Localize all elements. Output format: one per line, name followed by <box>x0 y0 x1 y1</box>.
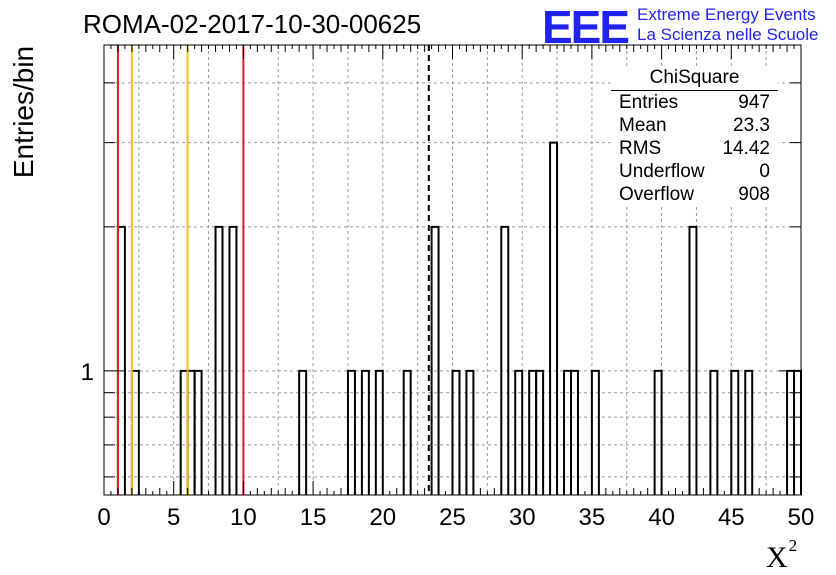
stats-value: 14.42 <box>722 138 770 159</box>
x-tick-label: 20 <box>369 504 396 531</box>
x-tick-label: 25 <box>439 504 466 531</box>
plot-title: ROMA-02-2017-10-30-00625 <box>83 9 422 39</box>
histogram-bin <box>730 369 740 495</box>
x-tick-label: 0 <box>97 504 110 531</box>
histogram-bin <box>688 225 698 495</box>
histogram-bin <box>744 369 754 495</box>
histogram-bin <box>374 369 384 495</box>
x-axis-label-text: X <box>766 541 788 574</box>
histogram-bin <box>179 369 189 495</box>
stats-row: RMS 14.42 <box>611 137 778 160</box>
stats-label: RMS <box>619 138 662 159</box>
stats-box: ChiSquare Entries 947 Mean 23.3 RMS 14.42 U… <box>611 66 778 206</box>
x-tick-label: 15 <box>300 504 327 531</box>
stats-row: Overflow 908 <box>611 183 778 206</box>
histogram-bin <box>228 225 238 495</box>
histogram-bin <box>786 369 796 495</box>
stats-value: 23.3 <box>733 115 770 136</box>
brand-line-1: Extreme Energy Events <box>637 5 816 24</box>
histogram-bin <box>653 369 663 495</box>
histogram-bin <box>186 369 196 495</box>
x-axis-label: X2 <box>766 536 797 575</box>
x-axis-label-exponent: 2 <box>788 536 798 555</box>
histogram-bin <box>569 369 579 495</box>
stats-value: 947 <box>738 92 770 113</box>
stats-value: 0 <box>759 161 770 182</box>
histogram-bin <box>528 369 538 495</box>
histogram-bin <box>346 369 356 495</box>
histogram-bin <box>500 225 510 495</box>
histogram-bin <box>590 369 600 495</box>
brand-line-2: La Scienza nelle Scuole <box>637 25 819 44</box>
y-tick-label: 1 <box>81 359 94 386</box>
histogram-bin <box>130 369 140 495</box>
stats-row: Entries 947 <box>611 91 778 114</box>
x-tick-label: 35 <box>579 504 606 531</box>
stats-row: Mean 23.3 <box>611 114 778 137</box>
stats-label: Underflow <box>619 161 705 182</box>
x-tick-label: 5 <box>167 504 180 531</box>
histogram-bin <box>214 225 224 495</box>
histogram-bin <box>563 369 572 495</box>
x-tick-label: 50 <box>788 504 815 531</box>
x-tick-label: 40 <box>648 504 675 531</box>
histogram-bin <box>549 141 559 495</box>
histogram-bin <box>535 369 545 495</box>
histogram-bin <box>430 225 440 495</box>
histogram-bin <box>709 369 719 495</box>
histogram-bin <box>193 369 203 495</box>
stats-label: Overflow <box>619 184 694 205</box>
histogram-bin <box>360 369 370 495</box>
x-tick-label: 30 <box>509 504 536 531</box>
histogram-bin <box>402 369 412 495</box>
stats-value: 908 <box>738 184 770 205</box>
x-tick-label: 45 <box>718 504 745 531</box>
histogram-bin <box>116 225 126 495</box>
histogram-bin <box>465 369 475 495</box>
x-tick-label: 10 <box>230 504 257 531</box>
stats-label: Entries <box>619 92 679 113</box>
stats-title: ChiSquare <box>611 66 778 91</box>
histogram-bin <box>451 369 461 495</box>
histogram-bin <box>514 369 524 495</box>
histogram-bin <box>793 369 802 495</box>
stats-label: Mean <box>619 115 667 136</box>
y-axis-label: Entries/bin <box>8 45 39 179</box>
histogram-bin <box>298 369 308 495</box>
eee-logo: EEE <box>542 1 630 53</box>
stats-row: Underflow 0 <box>611 160 778 183</box>
